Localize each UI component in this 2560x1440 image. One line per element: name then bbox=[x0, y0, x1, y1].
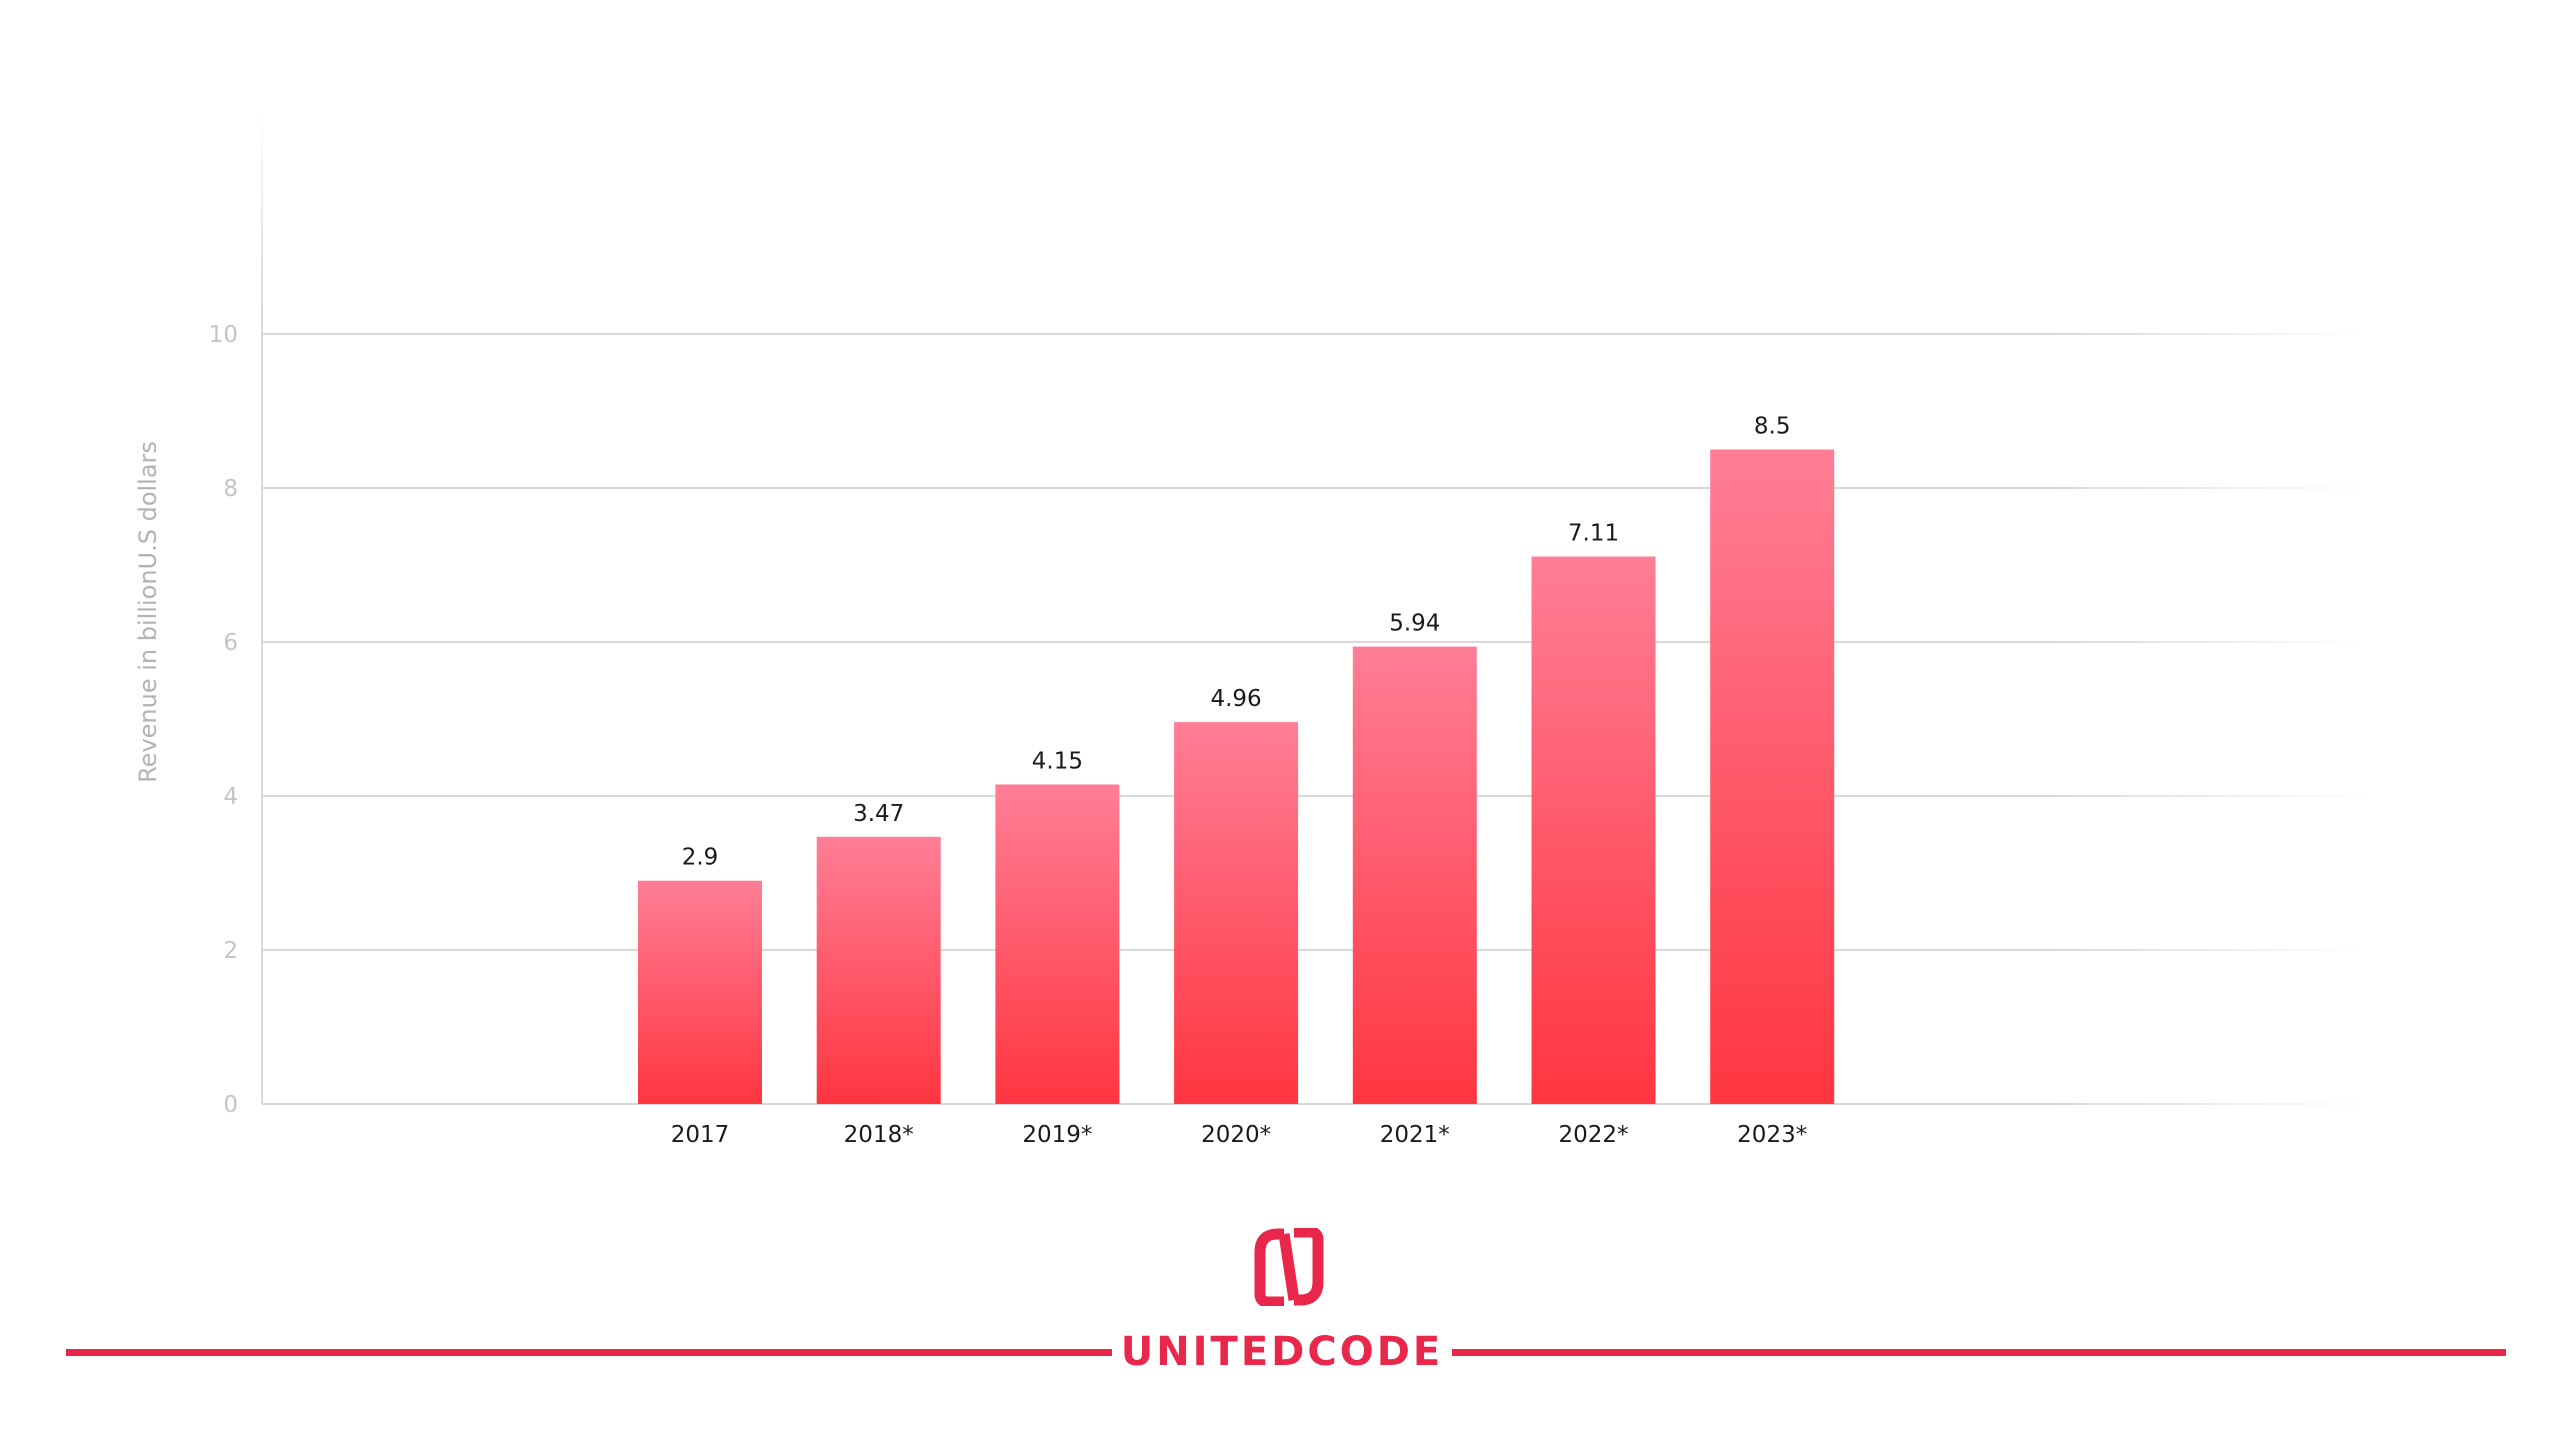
x-tick-label: 2021* bbox=[1380, 1122, 1450, 1148]
brand-name: UNITEDCODE bbox=[1120, 1329, 1444, 1375]
brand-footer: UNITEDCODE bbox=[0, 1200, 2560, 1400]
y-tick-label: 4 bbox=[223, 784, 238, 810]
gridline bbox=[262, 641, 2370, 643]
bars bbox=[638, 449, 1835, 1104]
bar-2017 bbox=[638, 880, 762, 1104]
y-axis-label: Revenue in billionU.S dollars bbox=[134, 441, 162, 783]
y-tick-label: 2 bbox=[223, 938, 238, 964]
x-tick-label: 2018* bbox=[844, 1122, 914, 1148]
x-axis-tick-labels: 2017 2018* 2019* 2020* 2021* 2022* 2023* bbox=[671, 1122, 1807, 1148]
bar-value-label: 2.9 bbox=[682, 845, 719, 871]
y-tick-label: 6 bbox=[223, 630, 238, 656]
gridline bbox=[262, 487, 2370, 489]
x-axis-line bbox=[262, 1103, 2370, 1105]
y-axis-line bbox=[261, 110, 263, 1104]
bar-value-label: 3.47 bbox=[853, 801, 904, 827]
unitedcode-logo-icon bbox=[1254, 1228, 1324, 1306]
bar-value-label: 7.11 bbox=[1568, 521, 1619, 547]
y-tick-label: 0 bbox=[223, 1092, 238, 1118]
gridlines bbox=[262, 333, 2370, 951]
bar-2019 bbox=[995, 784, 1120, 1104]
gridline bbox=[262, 795, 2370, 797]
bar-2021 bbox=[1352, 646, 1477, 1104]
bar-2022 bbox=[1531, 556, 1656, 1104]
bar-value-label: 5.94 bbox=[1389, 611, 1440, 637]
bar-value-label: 4.96 bbox=[1210, 686, 1261, 712]
x-tick-label: 2019* bbox=[1022, 1122, 1092, 1148]
y-tick-label: 8 bbox=[223, 476, 238, 502]
x-tick-label: 2020* bbox=[1201, 1122, 1271, 1148]
x-tick-label: 2022* bbox=[1558, 1122, 1628, 1148]
bar-value-label: 4.15 bbox=[1032, 748, 1083, 774]
gridline bbox=[262, 333, 2370, 335]
gridline bbox=[262, 949, 2370, 951]
bar-value-labels: 2.9 3.47 4.15 4.96 5.94 7.11 8.5 bbox=[682, 414, 1791, 871]
footer-divider-left bbox=[66, 1349, 1112, 1356]
revenue-bar-chart: 2.9 3.47 4.15 4.96 5.94 7.11 8.5 2017 2018* 2019… bbox=[134, 110, 2370, 1148]
axes bbox=[261, 110, 2370, 1105]
bar-2023 bbox=[1710, 449, 1835, 1104]
x-tick-label: 2017 bbox=[671, 1122, 730, 1148]
bar-2020 bbox=[1174, 722, 1299, 1104]
footer-divider-right bbox=[1452, 1349, 2506, 1356]
x-tick-label: 2023* bbox=[1737, 1122, 1807, 1148]
y-tick-label: 10 bbox=[209, 322, 238, 348]
bar-value-label: 8.5 bbox=[1754, 414, 1791, 440]
bar-2018 bbox=[816, 836, 941, 1104]
y-axis-tick-labels: 0 2 4 6 8 10 bbox=[209, 322, 238, 1118]
